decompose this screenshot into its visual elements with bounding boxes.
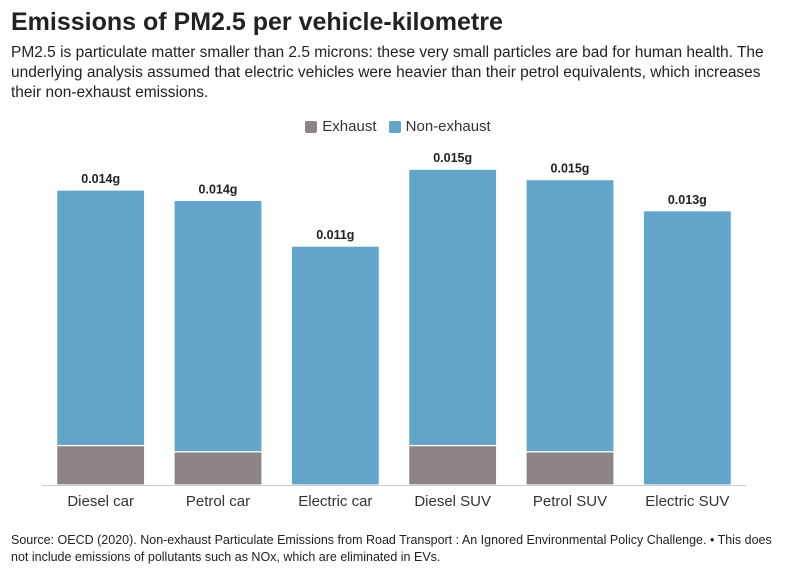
bar-petrol-suv-exhaust <box>525 451 615 486</box>
source-note: Source: OECD (2020). Non-exhaust Particu… <box>11 533 772 564</box>
legend-item-non-exhaust: Non-exhaust <box>388 118 491 135</box>
data-label-electric-car: 0.011g <box>316 228 354 242</box>
data-label-diesel-car: 0.014g <box>81 172 120 186</box>
data-label-diesel-suv: 0.015g <box>433 151 472 165</box>
bar-diesel-suv-non-exhaust <box>408 168 498 447</box>
category-label-electric-car: Electric car <box>298 493 372 510</box>
category-label-diesel-car: Diesel car <box>67 493 134 510</box>
bar-diesel-car-exhaust <box>56 444 146 486</box>
legend-swatch-exhaust <box>305 120 318 133</box>
bar-electric-car-non-exhaust <box>290 245 380 486</box>
category-label-petrol-car: Petrol car <box>186 493 250 510</box>
bar-diesel-suv-exhaust <box>408 444 498 486</box>
legend-label-exhaust: Exhaust <box>322 118 377 135</box>
bar-electric-suv-non-exhaust <box>642 210 732 486</box>
bar-petrol-car-non-exhaust <box>173 199 263 453</box>
bar-petrol-suv-non-exhaust <box>525 179 615 453</box>
chart-subtitle: PM2.5 is particulate matter smaller than… <box>11 44 764 101</box>
bar-diesel-car-non-exhaust <box>56 189 146 447</box>
bar-petrol-car-exhaust <box>173 451 263 486</box>
legend-label-non-exhaust: Non-exhaust <box>405 118 491 135</box>
legend-item-exhaust: Exhaust <box>305 118 376 135</box>
chart-legend: Exhaust Non-exhaust <box>0 118 796 137</box>
category-label-diesel-suv: Diesel SUV <box>414 493 491 510</box>
data-label-electric-suv: 0.013g <box>668 193 707 207</box>
category-label-petrol-suv: Petrol SUV <box>533 493 607 510</box>
data-label-petrol-car: 0.014g <box>199 182 238 196</box>
bar-chart: 0.014g Diesel car 0.014g Petrol car 0.011g El… <box>42 151 746 510</box>
data-label-petrol-suv: 0.015g <box>551 162 590 176</box>
legend-swatch-non-exhaust <box>388 120 401 133</box>
chart-title: Emissions of PM2.5 per vehicle-kilometre <box>11 8 503 36</box>
category-label-electric-suv: Electric SUV <box>645 493 729 510</box>
